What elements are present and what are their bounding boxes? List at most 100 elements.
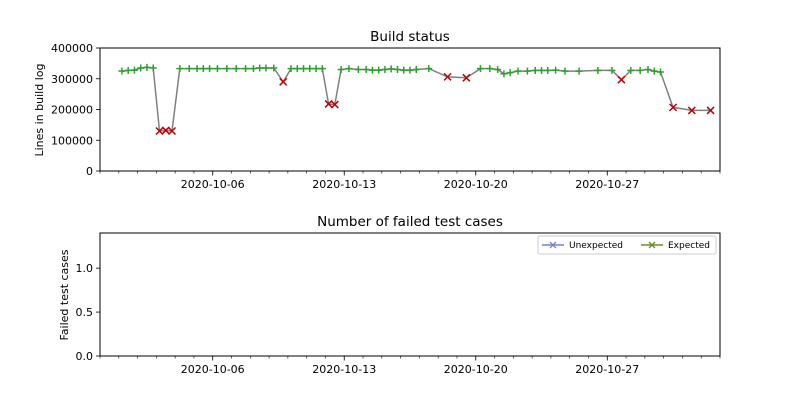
failure-marker — [687, 106, 696, 115]
chart-title-failed-tests: Number of failed test cases — [317, 214, 503, 230]
success-marker — [137, 64, 145, 72]
success-marker — [523, 67, 531, 75]
x-marker-b — [706, 106, 715, 115]
success-marker — [362, 66, 370, 74]
x-marker-icon — [648, 241, 656, 249]
x-marker-b — [687, 106, 696, 115]
success-marker — [608, 66, 616, 74]
success-marker — [242, 65, 250, 73]
failure-marker — [462, 73, 471, 82]
y-tick-label: 0.5 — [76, 306, 94, 319]
success-marker — [223, 65, 231, 73]
success-marker — [337, 66, 345, 74]
x-tick-label: 2020-10-27 — [575, 178, 639, 191]
y-tick-label: 300000 — [51, 73, 93, 86]
success-marker — [644, 66, 652, 74]
x-marker-b — [167, 126, 177, 136]
success-marker — [232, 65, 240, 73]
legend-label-expected: Expected — [668, 241, 710, 251]
x-marker-b — [462, 73, 471, 82]
legend-box — [537, 235, 717, 255]
success-marker — [149, 64, 157, 72]
success-marker — [544, 66, 552, 74]
success-marker — [270, 64, 278, 72]
y-tick-label: 200000 — [51, 104, 93, 117]
success-marker — [199, 65, 207, 73]
success-marker — [176, 65, 184, 73]
success-marker — [300, 65, 308, 73]
x-marker-b — [617, 75, 626, 84]
success-marker — [118, 67, 126, 75]
success-marker — [345, 65, 353, 73]
success-marker — [531, 66, 539, 74]
plot-area-build-status — [99, 47, 721, 172]
success-marker — [650, 67, 658, 75]
x-marker-b — [668, 103, 678, 112]
failure-marker — [706, 106, 715, 115]
success-marker — [538, 66, 546, 74]
success-marker — [393, 66, 401, 74]
y-tick-label: 0 — [86, 165, 93, 178]
x-tick-label: 2020-10-27 — [575, 363, 639, 376]
success-marker — [400, 66, 408, 74]
success-marker — [494, 66, 502, 74]
success-marker — [412, 66, 420, 74]
success-marker — [293, 65, 301, 73]
build-status-series — [118, 63, 715, 136]
x-marker-b — [155, 126, 164, 136]
success-marker — [143, 63, 151, 71]
y-tick-label: 1.0 — [76, 262, 94, 275]
failure-marker — [668, 103, 678, 112]
y-axis-failed-tests: 0.0 0.5 1.0 — [76, 262, 100, 363]
success-marker — [476, 65, 484, 73]
success-marker — [387, 65, 395, 73]
success-marker — [287, 65, 295, 73]
y-tick-label: 100000 — [51, 134, 93, 147]
success-marker — [594, 66, 602, 74]
failure-marker — [279, 77, 288, 86]
success-marker — [306, 65, 314, 73]
success-marker — [262, 64, 270, 72]
success-marker — [256, 64, 264, 72]
x-tick-label: 2020-10-20 — [444, 178, 508, 191]
failure-marker — [617, 75, 626, 84]
success-marker — [193, 65, 201, 73]
x-tick-label: 2020-10-06 — [181, 363, 245, 376]
chart-title-build-status: Build status — [370, 29, 450, 45]
success-marker — [381, 66, 389, 74]
success-marker — [406, 66, 414, 74]
success-marker — [249, 65, 257, 73]
build-status-chart: Build status Lines in build log 0 100000 2… — [33, 29, 721, 191]
y-tick-label: 400000 — [51, 42, 93, 55]
y-axis-label-build-status: Lines in build log — [33, 64, 46, 157]
success-marker — [561, 67, 569, 75]
x-marker-b — [279, 77, 288, 86]
legend-label-unexpected: Unexpected — [569, 241, 623, 251]
x-tick-label: 2020-10-20 — [444, 363, 508, 376]
failed-tests-chart: Number of failed test cases Failed test … — [58, 214, 721, 376]
y-axis-label-failed-tests: Failed test cases — [58, 249, 71, 340]
x-tick-label: 2020-10-06 — [181, 178, 245, 191]
series-line — [121, 66, 711, 132]
y-tick-label: 0.0 — [76, 350, 94, 363]
success-marker — [375, 66, 383, 74]
failure-marker — [330, 100, 339, 109]
success-marker — [213, 65, 221, 73]
success-marker — [312, 65, 320, 73]
x-axis-failed-tests: 2020-10-06 2020-10-13 2020-10-20 2020-10-27 — [99, 356, 721, 376]
success-marker — [425, 65, 433, 73]
success-marker — [552, 66, 560, 74]
success-marker — [657, 68, 665, 76]
plot-area-failed-tests — [99, 232, 721, 357]
success-marker — [575, 67, 583, 75]
success-marker — [627, 66, 635, 74]
success-marker — [206, 65, 214, 73]
success-marker — [368, 66, 376, 74]
legend: Unexpected Expected — [537, 235, 717, 255]
failure-marker — [167, 126, 177, 136]
success-marker — [124, 66, 132, 74]
failure-marker — [443, 72, 452, 81]
x-marker-b — [443, 72, 452, 81]
success-marker — [185, 65, 193, 73]
